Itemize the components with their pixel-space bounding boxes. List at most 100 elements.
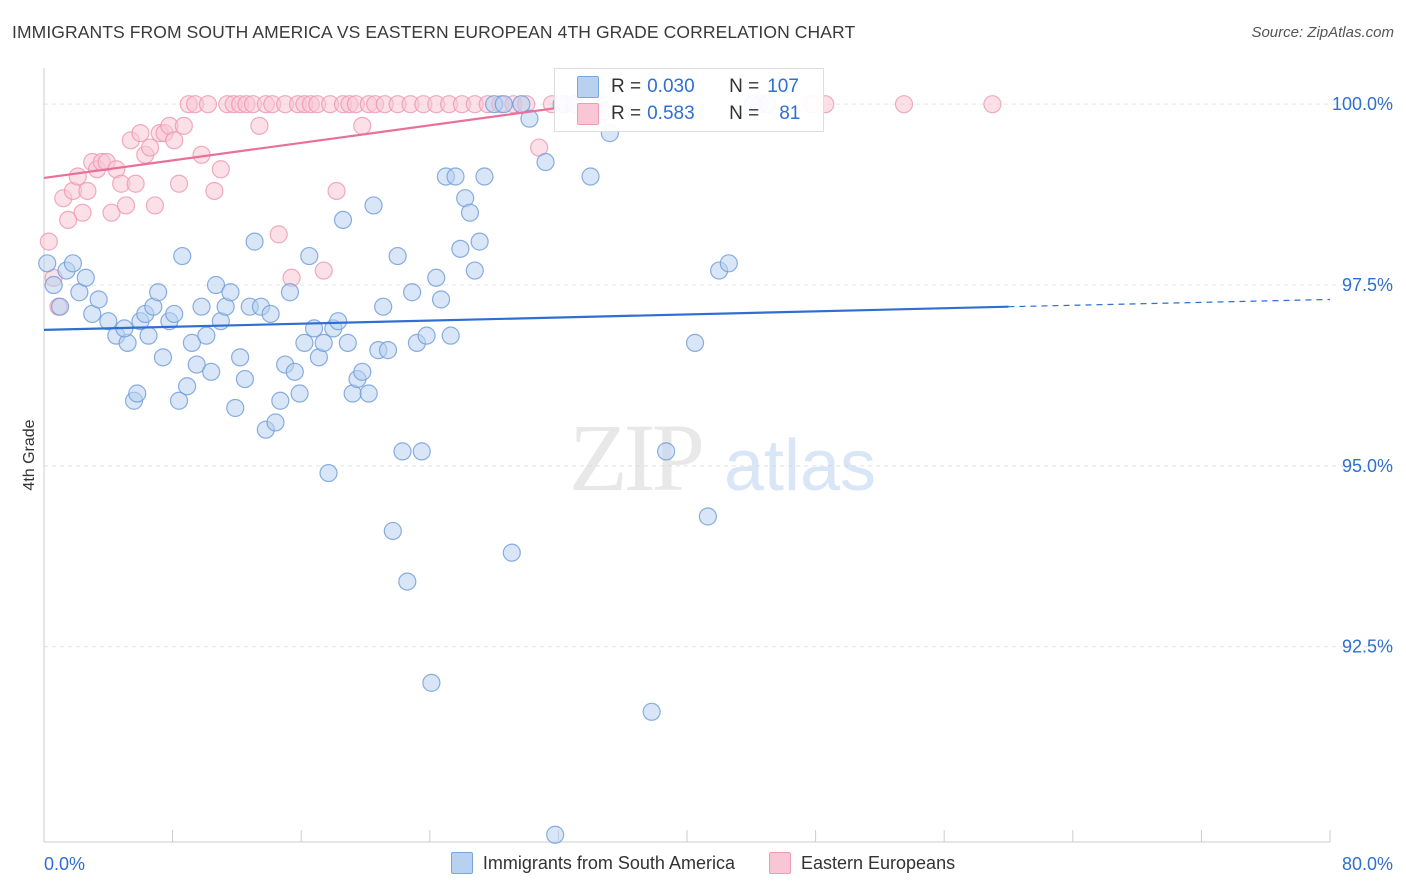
south-america-point bbox=[271, 391, 290, 410]
south-america-point bbox=[460, 203, 480, 222]
eastern-europeans-point bbox=[983, 95, 1002, 114]
south-america-point bbox=[412, 442, 431, 461]
south-america-point bbox=[187, 355, 206, 374]
eastern-europeans-point bbox=[39, 232, 58, 251]
south-america-point bbox=[388, 246, 407, 266]
south-america-point bbox=[44, 275, 63, 295]
south-america-point bbox=[300, 246, 319, 266]
pink-swatch bbox=[577, 103, 599, 125]
eastern-europeans-point bbox=[140, 138, 160, 157]
south-america-point bbox=[398, 572, 417, 591]
south-america-point bbox=[221, 283, 240, 302]
y-tick-label-0: 92.5% bbox=[1342, 637, 1393, 657]
south-america-point bbox=[364, 196, 383, 215]
legend-item-eastern-europeans[interactable]: Eastern Europeans bbox=[768, 852, 956, 874]
south-america-point bbox=[378, 341, 398, 360]
blue-n-value: 107 bbox=[767, 76, 799, 97]
stats-row-blue: R = 0.030 N = 107 bbox=[577, 74, 799, 100]
south-america-point bbox=[657, 442, 676, 461]
south-america-point bbox=[169, 391, 189, 410]
south-america-point bbox=[359, 384, 378, 403]
watermark-zip: ZIP bbox=[569, 404, 702, 511]
south-america-point bbox=[642, 702, 661, 721]
south-america-point bbox=[128, 384, 147, 403]
legend-label-south-america: Immigrants from South America bbox=[482, 852, 735, 873]
south-america-point bbox=[235, 369, 255, 389]
eastern-europeans-points bbox=[39, 95, 1002, 316]
south-america-point bbox=[422, 673, 441, 692]
stats-row-pink: R = 0.583 N = 81 bbox=[577, 101, 800, 127]
south-america-point bbox=[285, 362, 304, 381]
south-america-point bbox=[403, 283, 422, 302]
eastern-europeans-point bbox=[250, 116, 269, 135]
south-america-point bbox=[581, 167, 600, 186]
eastern-europeans-point bbox=[174, 116, 193, 135]
watermark-atlas: atlas bbox=[724, 426, 876, 506]
south-america-point bbox=[338, 333, 357, 352]
stats-legend: R = 0.030 N = 107 R = 0.583 N = 81 bbox=[554, 68, 824, 132]
south-america-point bbox=[206, 275, 226, 295]
south-america-point bbox=[475, 167, 494, 186]
legend-swatch-pink bbox=[768, 852, 791, 874]
south-america-point bbox=[314, 333, 333, 352]
eastern-europeans-point bbox=[269, 225, 288, 244]
south-america-point bbox=[353, 362, 372, 381]
trendlines bbox=[43, 106, 1331, 331]
chart-source: Source: ZipAtlas.com bbox=[1251, 24, 1394, 41]
south-america-point bbox=[494, 95, 513, 114]
south-america-points bbox=[38, 95, 777, 844]
south-america-point bbox=[63, 254, 83, 273]
south-america-point bbox=[465, 261, 484, 280]
legend-label-eastern-europeans: Eastern Europeans bbox=[800, 852, 956, 873]
x-tick-label-min: 0.0% bbox=[44, 854, 85, 874]
south-america-point bbox=[719, 254, 738, 273]
south-america-point bbox=[165, 304, 184, 324]
eastern-europeans-point bbox=[353, 116, 372, 135]
eastern-europeans-point bbox=[59, 210, 78, 230]
pink-r-label: R = bbox=[611, 103, 642, 124]
south-america-point bbox=[139, 326, 158, 345]
legend-item-south-america[interactable]: Immigrants from South America bbox=[450, 852, 735, 874]
south-america-point bbox=[149, 283, 168, 302]
chart-title: IMMIGRANTS FROM SOUTH AMERICA VS EASTERN… bbox=[12, 22, 856, 42]
south-america-point bbox=[374, 297, 393, 316]
blue-r-value: 0.030 bbox=[647, 76, 695, 97]
eastern-europeans-point bbox=[131, 124, 150, 143]
south-america-point bbox=[502, 543, 521, 562]
south-america-point bbox=[427, 268, 446, 287]
blue-swatch bbox=[577, 76, 599, 98]
south-america-point bbox=[685, 333, 705, 352]
eastern-europeans-point bbox=[894, 95, 914, 114]
eastern-europeans-point bbox=[145, 196, 165, 215]
south-america-point bbox=[470, 232, 489, 251]
south-america-point bbox=[76, 268, 95, 287]
south-america-point bbox=[431, 290, 451, 309]
eastern-europeans-point bbox=[314, 261, 333, 280]
south-america-point bbox=[546, 825, 565, 844]
south-america-point bbox=[99, 312, 118, 331]
eastern-europeans-point bbox=[211, 160, 230, 179]
bottom-legend: Immigrants from South America Eastern Eu… bbox=[0, 852, 1406, 874]
eastern-europeans-point bbox=[198, 95, 218, 114]
south-america-point bbox=[536, 152, 555, 172]
eastern-europeans-point bbox=[68, 167, 87, 186]
south-america-point bbox=[231, 348, 250, 367]
y-tick-label-2: 97.5% bbox=[1342, 275, 1393, 295]
south-america-point bbox=[319, 463, 338, 483]
south-america-point bbox=[698, 507, 717, 526]
south-america-point bbox=[153, 348, 173, 367]
y-tick-label-3: 100.0% bbox=[1332, 94, 1393, 114]
pink-n-label: N = bbox=[729, 103, 760, 124]
south-america-point bbox=[329, 312, 348, 331]
south-america-point bbox=[520, 109, 539, 128]
south-america-point bbox=[173, 246, 192, 266]
south-america-point bbox=[38, 254, 57, 273]
south-america-point bbox=[417, 326, 436, 345]
south-america-point bbox=[446, 167, 465, 186]
south-america-point bbox=[192, 297, 211, 316]
south-america-point bbox=[393, 442, 412, 461]
south-america-point bbox=[197, 326, 216, 345]
south-america-point bbox=[451, 239, 470, 258]
south-america-trendline bbox=[43, 305, 1009, 331]
